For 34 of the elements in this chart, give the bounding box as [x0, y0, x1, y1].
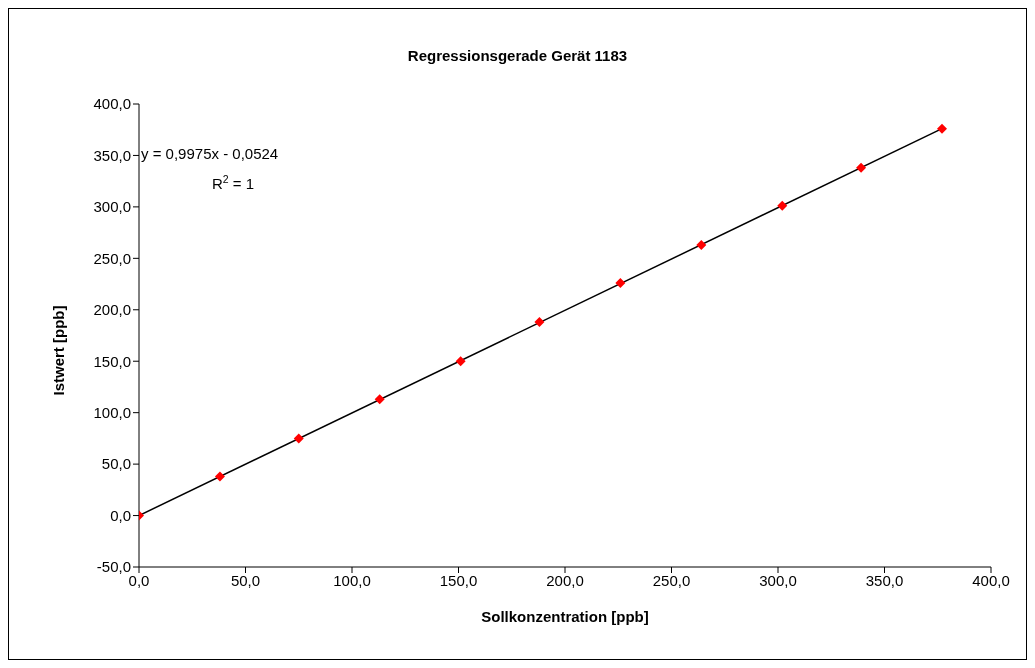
x-tick-label: 0,0: [128, 571, 150, 589]
point: [374, 394, 385, 405]
chart-title: Regressionsgerade Gerät 1183: [406, 47, 629, 64]
x-tick-label: 50,0: [230, 571, 261, 589]
point: [777, 200, 788, 211]
y-tick-label: 400,0: [93, 95, 131, 113]
point: [856, 162, 867, 173]
x-tick-label: 100,0: [333, 571, 371, 589]
y-tick-label: 150,0: [93, 352, 131, 370]
y-axis-title: Istwert [ppb]: [50, 305, 68, 396]
x-tick-label: 250,0: [652, 571, 691, 589]
y-tick-label: -50,0: [96, 558, 131, 576]
x-axis-title: Sollkonzentration [ppb]: [481, 608, 649, 625]
x-tick-label: 300,0: [759, 571, 797, 589]
x-tick-label: 350,0: [865, 571, 904, 589]
y-tick-label: 250,0: [93, 249, 131, 267]
point: [455, 356, 466, 367]
point: [293, 433, 304, 444]
y-tick-label: 350,0: [93, 146, 131, 164]
x-tick-label: 400,0: [972, 571, 1010, 589]
point: [534, 317, 545, 328]
point: [615, 278, 626, 289]
x-tick-label: 150,0: [439, 571, 478, 589]
y-tick-label: 50,0: [101, 455, 131, 473]
y-tick-label: 200,0: [93, 301, 131, 319]
point: [696, 239, 707, 250]
point: [214, 471, 225, 482]
y-tick-label: 100,0: [93, 403, 131, 421]
y-tick-label: 0,0: [110, 506, 131, 524]
point: [937, 123, 948, 134]
annotation: y = 0,9975x - 0,0524: [141, 145, 279, 162]
x-tick-label: 200,0: [546, 571, 584, 589]
annotation: R$^{2}$ = 1: [212, 173, 255, 192]
y-tick-label: 300,0: [93, 198, 131, 216]
